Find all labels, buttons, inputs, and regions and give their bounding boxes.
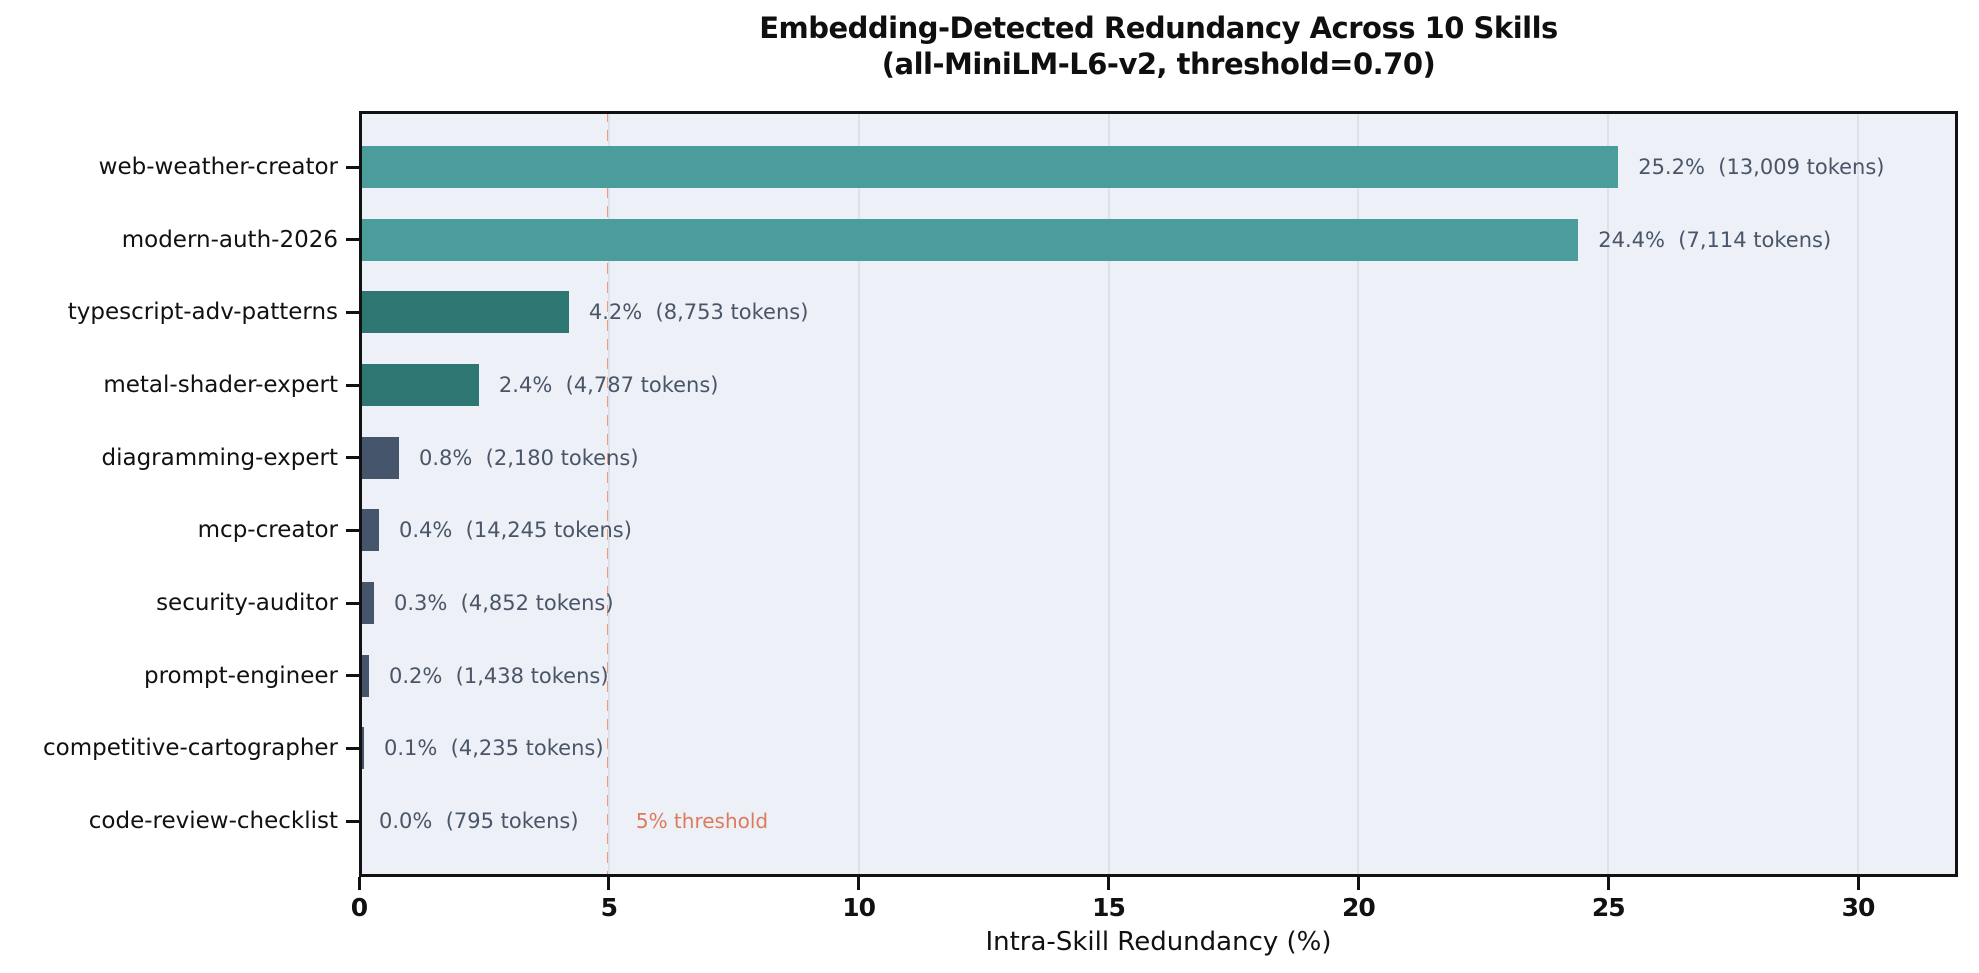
bar-value-label: 0.2% (1,438 tokens) — [388, 663, 609, 688]
bar — [359, 146, 1619, 188]
x-tick-mark — [1356, 877, 1360, 890]
y-axis-label: modern-auth-2026 — [121, 226, 338, 253]
y-tick-mark — [346, 528, 359, 532]
bar-value-label: 0.1% (4,235 tokens) — [383, 736, 604, 761]
bar — [359, 436, 399, 479]
x-tick-label: 10 — [842, 893, 876, 922]
y-tick-mark — [346, 238, 359, 242]
bar — [359, 509, 379, 552]
y-axis-label: prompt-engineer — [144, 662, 338, 689]
y-tick-mark — [346, 746, 359, 750]
bar-value-label: 25.2% (13,009 tokens) — [1638, 155, 1885, 179]
bar-value-label: 0.4% (14,245 tokens) — [398, 518, 632, 543]
bar-value-label: 0.0% (795 tokens) — [379, 809, 579, 833]
x-tick-label: 15 — [1092, 893, 1126, 922]
x-tick-mark — [1856, 877, 1860, 890]
gridline — [1107, 111, 1110, 877]
bar-value-label: 24.4% (7,114 tokens) — [1598, 227, 1832, 252]
bar — [359, 654, 369, 697]
y-tick-mark — [346, 165, 359, 169]
y-tick-mark — [346, 819, 359, 823]
plot-area: 5% threshold 25.2% (13,009 tokens) 24.4% … — [359, 111, 1958, 877]
y-axis-label: mcp-creator — [197, 517, 338, 544]
bar — [359, 364, 479, 406]
bar — [359, 218, 1579, 261]
x-tick-mark — [607, 877, 611, 890]
gridline — [1357, 111, 1360, 877]
x-tick-mark — [857, 877, 861, 890]
x-tick-label: 30 — [1841, 893, 1876, 922]
chart-title-line1: Embedding-Detected Redundancy Across 10 … — [759, 11, 1558, 45]
y-axis-label: typescript-adv-patterns — [67, 299, 338, 326]
x-tick-mark — [1107, 877, 1111, 890]
y-tick-mark — [346, 674, 359, 678]
bar-value-label: 4.2% (8,753 tokens) — [588, 300, 809, 325]
bar-value-label: 0.3% (4,852 tokens) — [393, 591, 614, 615]
gridline — [1607, 111, 1610, 877]
gridline — [1857, 111, 1860, 877]
gridline — [857, 111, 860, 877]
y-tick-mark — [346, 383, 359, 387]
y-axis-label: security-auditor — [156, 590, 338, 616]
y-tick-mark — [346, 601, 359, 605]
bar — [359, 727, 364, 770]
y-axis-label: code-review-checklist — [88, 808, 338, 834]
y-axis-label: metal-shader-expert — [103, 372, 338, 398]
chart-title-line2: (all-MiniLM-L6-v2, threshold=0.70) — [881, 47, 1436, 81]
x-tick-label: 20 — [1341, 893, 1376, 922]
bar-value-label: 2.4% (4,787 tokens) — [498, 373, 719, 397]
x-axis-title: Intra-Skill Redundancy (%) — [985, 927, 1332, 957]
bar-value-label: 0.8% (2,180 tokens) — [418, 445, 639, 470]
y-axis-label: competitive-cartographer — [43, 735, 338, 762]
x-tick-label: 5 — [600, 893, 618, 922]
y-tick-mark — [346, 310, 359, 314]
threshold-label: 5% threshold — [635, 809, 769, 833]
bar — [359, 582, 374, 624]
x-tick-label: 25 — [1591, 893, 1626, 922]
gridline — [607, 111, 610, 877]
chart-title: Embedding-Detected Redundancy Across 10 … — [359, 10, 1958, 82]
x-tick-label: 0 — [350, 893, 368, 922]
x-tick-mark — [357, 877, 361, 890]
bar — [359, 291, 569, 334]
x-tick-mark — [1606, 877, 1610, 890]
y-tick-mark — [346, 456, 359, 460]
y-axis-label: diagramming-expert — [101, 444, 339, 471]
y-axis-label: web-weather-creator — [98, 154, 338, 180]
